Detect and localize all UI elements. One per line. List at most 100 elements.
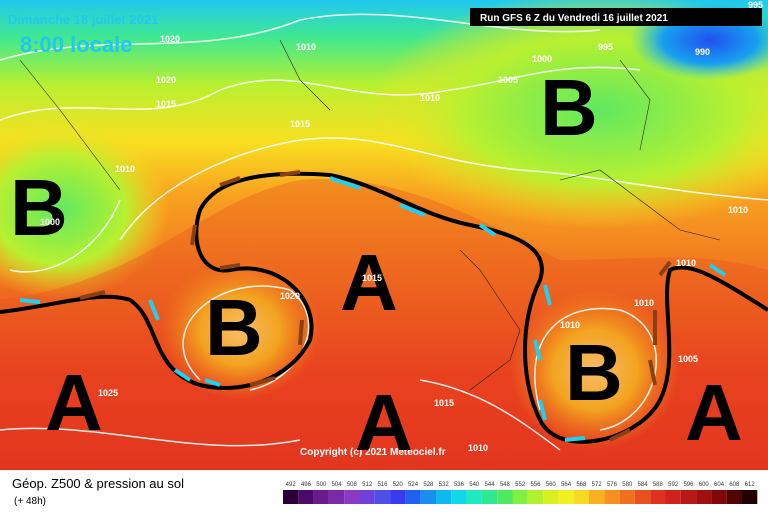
scale-label: 580	[622, 482, 633, 488]
scale-label: 492	[286, 482, 297, 488]
scale-swatch	[481, 490, 498, 504]
isobar-label: 1015	[362, 273, 382, 283]
scale-swatch	[604, 490, 620, 504]
scale-swatch	[696, 490, 712, 504]
scale-label: 504	[332, 482, 343, 488]
time-label: 8:00 locale	[20, 32, 133, 57]
scale-label: 496	[301, 482, 312, 488]
isobar-label: 1010	[296, 42, 316, 52]
pressure-center: B	[565, 328, 623, 417]
scale-swatch	[665, 490, 681, 504]
scale-swatch	[283, 490, 299, 504]
scale-label: 500	[316, 482, 327, 488]
scale-swatch	[589, 490, 605, 504]
jet-stream	[0, 171, 768, 444]
scale-label: 528	[423, 482, 434, 488]
scale-swatch	[543, 490, 559, 504]
scale-swatch	[558, 490, 574, 504]
run-label: Run GFS 6 Z du Vendredi 16 juillet 2021	[480, 13, 668, 24]
isobar-label: 1010	[420, 93, 440, 103]
scale-label: 540	[469, 482, 480, 488]
isobar-label: 1015	[434, 398, 454, 408]
scale-swatch	[742, 490, 758, 504]
scale-swatch	[298, 490, 314, 504]
isobar-label: 995	[748, 0, 763, 10]
isobar-label: 1005	[678, 354, 698, 364]
scale-swatch	[374, 490, 391, 504]
scale-label: 568	[576, 482, 587, 488]
scale-swatch	[527, 490, 544, 504]
scale-swatch	[573, 490, 589, 504]
scale-label: 560	[546, 482, 557, 488]
scale-swatch	[680, 490, 697, 504]
scale-label: 532	[439, 482, 450, 488]
isobar-label: 995	[598, 42, 613, 52]
isobar-label: 1010	[728, 205, 748, 215]
scale-label: 576	[607, 482, 618, 488]
scale-swatch	[497, 490, 513, 504]
isobar-label: 990	[695, 47, 710, 57]
isobar-label: 1000	[532, 54, 552, 64]
isobar-label: 1010	[115, 164, 135, 174]
isobar-label: 1025	[98, 388, 118, 398]
scale-swatch	[328, 490, 345, 504]
scale-swatch	[405, 490, 421, 504]
isobar-label: 1010	[634, 298, 654, 308]
isobar-label: 1020	[156, 75, 176, 85]
isobar-label: 1005	[498, 75, 518, 85]
scale-label: 556	[530, 482, 541, 488]
scale-label: 596	[683, 482, 694, 488]
pressure-center: B	[205, 283, 263, 372]
scale-swatch	[466, 490, 482, 504]
scale-swatch	[711, 490, 727, 504]
footer-title: Géop. Z500 & pression au sol	[12, 476, 184, 491]
scale-label: 584	[638, 482, 649, 488]
copyright: Copyright (c) 2021 Meteociel.fr	[300, 447, 446, 458]
scale-swatch	[344, 490, 360, 504]
scale-swatch	[390, 490, 406, 504]
scale-label: 572	[592, 482, 603, 488]
scale-label: 524	[408, 482, 419, 488]
scale-label: 548	[500, 482, 511, 488]
isobar-label: 1015	[290, 119, 310, 129]
isobar-label: 1010	[560, 320, 580, 330]
scale-swatch	[359, 490, 375, 504]
scale-swatch	[436, 490, 452, 504]
scale-label: 600	[699, 482, 710, 488]
scale-swatch	[512, 490, 528, 504]
scale-label: 608	[729, 482, 740, 488]
scale-swatch	[451, 490, 467, 504]
scale-label: 588	[653, 482, 664, 488]
coastlines	[19, 39, 721, 391]
isobar-label: 1015	[156, 99, 176, 109]
isobar-label: 1010	[676, 258, 696, 268]
scale-swatch	[634, 490, 651, 504]
scale-label: 564	[561, 482, 572, 488]
scale-label: 508	[347, 482, 358, 488]
pressure-center: A	[340, 238, 398, 327]
pressure-center: B	[540, 63, 598, 152]
wind-arrows	[19, 176, 727, 442]
date-label: Dimanche 18 juillet 2021	[8, 12, 158, 27]
pressure-center: B	[10, 163, 68, 252]
scale-label: 604	[714, 482, 725, 488]
isobar-label: 1000	[40, 217, 60, 227]
footer-lead: (+ 48h)	[14, 496, 46, 507]
scale-swatch	[420, 490, 436, 504]
scale-swatch	[619, 490, 635, 504]
pressure-center: A	[45, 358, 103, 447]
scale-label: 552	[515, 482, 526, 488]
pressure-center: A	[685, 368, 743, 457]
scale-label: 592	[668, 482, 679, 488]
scale-swatch	[726, 490, 742, 504]
scale-label: 512	[362, 482, 373, 488]
scale-label: 516	[377, 482, 388, 488]
scale-swatch	[650, 490, 666, 504]
scale-swatch	[313, 490, 329, 504]
run-box	[470, 8, 762, 26]
pressure-center: A	[355, 378, 413, 467]
scale-label: 544	[485, 482, 496, 488]
isobar-label: 1020	[280, 291, 300, 301]
